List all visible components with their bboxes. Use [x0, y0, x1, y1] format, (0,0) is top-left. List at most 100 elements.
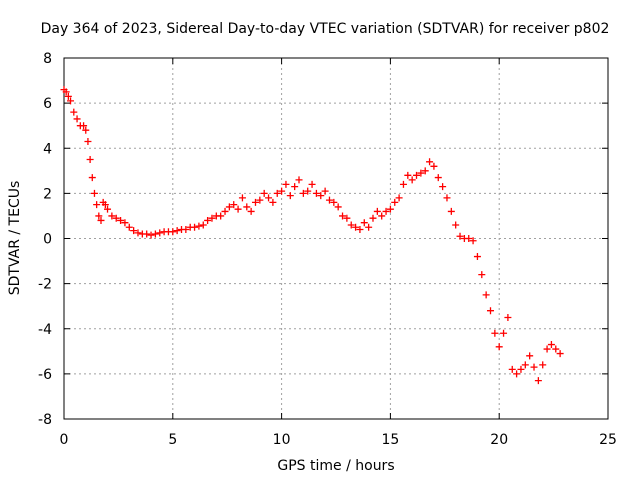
data-point: [234, 205, 242, 213]
data-point: [278, 187, 286, 195]
data-point: [530, 363, 538, 371]
data-point: [473, 253, 481, 261]
data-point: [308, 180, 316, 188]
data-point: [347, 221, 355, 229]
data-point: [64, 92, 72, 100]
data-point: [80, 122, 88, 130]
data-point: [286, 192, 294, 200]
data-point: [465, 235, 473, 242]
data-point: [417, 169, 425, 177]
data-point: [151, 230, 159, 238]
x-tick-label: 0: [60, 432, 69, 448]
y-tick-label: -4: [38, 322, 52, 338]
y-tick-label: 8: [43, 51, 52, 67]
data-point: [365, 223, 373, 231]
data-point: [504, 313, 512, 321]
data-point: [195, 222, 203, 230]
data-point: [130, 227, 138, 235]
y-tick-label: -2: [38, 277, 52, 293]
data-point: [101, 201, 109, 209]
data-point: [125, 223, 133, 231]
data-point: [382, 207, 390, 215]
data-point: [217, 212, 225, 220]
data-point: [230, 201, 238, 209]
data-point: [121, 219, 129, 227]
data-point: [93, 201, 101, 209]
data-point: [439, 183, 447, 191]
data-point: [491, 329, 499, 337]
data-point: [513, 370, 521, 378]
x-tick-label: 10: [273, 432, 291, 448]
data-point: [539, 361, 547, 369]
data-point: [526, 352, 534, 360]
data-point: [386, 205, 394, 213]
data-point: [317, 192, 325, 200]
data-point: [117, 216, 125, 224]
y-axis-label: SDTVAR / TECUs: [7, 181, 23, 296]
data-point: [534, 377, 542, 385]
data-point: [421, 167, 429, 175]
y-tick-label: 6: [43, 96, 52, 112]
data-point: [352, 223, 360, 231]
data-point: [273, 189, 281, 197]
data-point: [256, 196, 264, 204]
data-point: [399, 180, 407, 188]
x-tick-label: 20: [490, 432, 508, 448]
data-point: [321, 187, 329, 195]
data-point: [495, 343, 503, 351]
data-point: [508, 365, 516, 373]
data-point: [251, 198, 259, 206]
data-point: [517, 365, 525, 373]
data-point: [304, 187, 312, 195]
data-point: [243, 203, 251, 211]
x-tick-label: 25: [599, 432, 617, 448]
data-point: [97, 216, 105, 224]
data-point: [204, 216, 212, 224]
data-point: [104, 205, 112, 213]
data-point: [426, 158, 434, 166]
data-point: [62, 88, 70, 96]
data-point: [247, 207, 255, 215]
data-point: [478, 271, 486, 279]
data-point: [225, 203, 233, 211]
data-point: [90, 189, 98, 197]
data-point: [221, 207, 229, 215]
data-point: [169, 228, 177, 236]
data-point: [443, 194, 451, 202]
data-point: [469, 237, 477, 245]
data-point: [543, 345, 551, 353]
data-point: [482, 291, 490, 299]
y-tick-label: -6: [38, 367, 52, 383]
data-point: [84, 137, 92, 145]
data-point: [360, 219, 368, 227]
data-point: [452, 221, 460, 229]
data-point: [369, 214, 377, 222]
data-point: [73, 115, 81, 123]
y-tick-label: 4: [43, 141, 52, 157]
data-point: [291, 183, 299, 191]
x-tick-label: 5: [168, 432, 177, 448]
data-point: [378, 212, 386, 220]
data-point: [434, 174, 442, 182]
data-point: [147, 231, 155, 239]
data-point: [339, 212, 347, 220]
data-point: [156, 229, 164, 237]
data-point: [199, 221, 207, 229]
data-point: [456, 232, 464, 240]
y-tick-label: 2: [43, 186, 52, 202]
chart-title: Day 364 of 2023, Sidereal Day-to-day VTE…: [41, 21, 610, 37]
data-point: [334, 203, 342, 211]
data-point: [395, 194, 403, 202]
data-point: [343, 214, 351, 222]
data-point: [265, 194, 273, 202]
data-point: [282, 180, 290, 188]
data-point: [238, 194, 246, 202]
data-point: [408, 176, 416, 184]
data-point: [486, 307, 494, 315]
tick-labels: 0 5 10 15 20 25 -8 -6 -4 -2 0 2 4 6 8: [38, 51, 617, 448]
data-point: [173, 227, 181, 235]
data-point: [112, 214, 120, 222]
data-point: [208, 214, 216, 222]
data-point: [108, 212, 116, 220]
